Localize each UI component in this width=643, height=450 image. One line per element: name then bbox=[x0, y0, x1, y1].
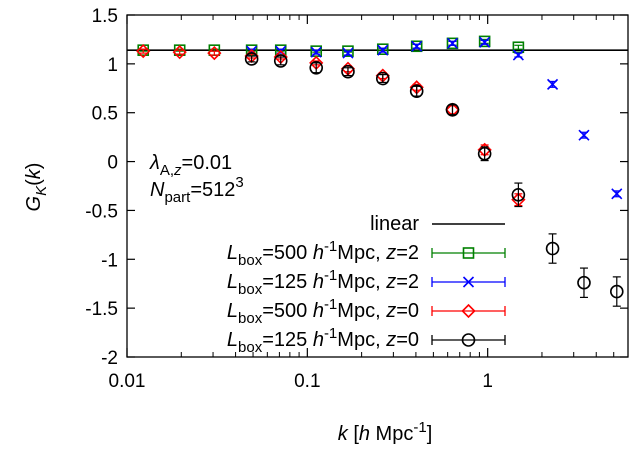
y-tick-label: 0 bbox=[107, 153, 118, 174]
black-circle-point bbox=[609, 284, 624, 299]
y-tick-label: 1 bbox=[107, 55, 118, 76]
green-square-point bbox=[512, 41, 525, 54]
x-tick-label: 0.1 bbox=[294, 371, 320, 392]
x-tick-label: 0.01 bbox=[109, 371, 146, 392]
black-circle-point bbox=[341, 64, 355, 79]
black-circle-point bbox=[244, 52, 259, 66]
blue-cross-point-b bbox=[377, 44, 389, 56]
plot-area bbox=[126, 14, 629, 358]
blue-cross-point-b bbox=[310, 46, 322, 58]
blue-cross-point bbox=[446, 37, 459, 49]
green-square-point bbox=[446, 37, 459, 50]
blue-cross-point bbox=[512, 49, 524, 61]
legend-label-red: Lbox=500 h-1Mpc, z=0 bbox=[227, 296, 419, 327]
blue-cross-point-b bbox=[446, 37, 459, 49]
green-square-point bbox=[376, 43, 389, 56]
y-axis-title: GK(k) bbox=[23, 163, 50, 212]
black-circle-point bbox=[545, 241, 560, 256]
black-circle-point bbox=[511, 187, 526, 202]
blue-cross-point-b bbox=[546, 78, 559, 90]
blue-cross-point bbox=[578, 129, 590, 141]
red-diamond-point bbox=[172, 45, 187, 60]
y-tick-label: 0.5 bbox=[92, 104, 118, 125]
red-diamond-point bbox=[136, 44, 151, 59]
legend-label-black: Lbox=125 h-1Mpc, z=0 bbox=[227, 325, 419, 356]
blue-cross-point bbox=[377, 44, 389, 56]
black-circle-point bbox=[273, 54, 288, 68]
black-circle-point bbox=[375, 71, 390, 86]
y-tick-label: -1 bbox=[101, 250, 118, 271]
legend-keys bbox=[431, 223, 506, 347]
blue-cross-point bbox=[611, 188, 623, 200]
legend-key-green-square bbox=[462, 247, 475, 259]
x-tick-label: 1 bbox=[482, 371, 493, 392]
y-tick-label: -1.5 bbox=[85, 299, 118, 320]
blue-cross-point-b bbox=[512, 49, 524, 61]
green-square-point bbox=[410, 40, 423, 53]
y-tick-label: 1.5 bbox=[92, 6, 118, 27]
legend-key-red-diamond bbox=[461, 303, 476, 319]
blue-cross-point-b bbox=[611, 188, 623, 200]
y-tick-label: -2 bbox=[101, 348, 118, 369]
gridlines-and-ticks bbox=[126, 14, 629, 358]
legend: linear Lbox=500 h-1Mpc, z=2 Lbox=125 h-1… bbox=[227, 213, 506, 356]
blue-cross-point-b bbox=[411, 40, 423, 52]
y-tick-label: -0.5 bbox=[85, 201, 118, 222]
black-circle-point bbox=[577, 275, 591, 290]
red-diamond-point bbox=[207, 45, 222, 61]
blue-cross-point bbox=[411, 40, 423, 52]
legend-label-blue: Lbox=125 h-1Mpc, z=2 bbox=[227, 267, 419, 298]
black-circle-point bbox=[445, 102, 460, 117]
legend-label-linear: linear bbox=[370, 213, 419, 235]
black-circle-point bbox=[409, 84, 424, 99]
blue-cross-point-b bbox=[479, 36, 491, 48]
legend-key-blue-cross bbox=[462, 276, 475, 288]
blue-cross-point-b bbox=[578, 129, 590, 141]
blue-cross-point bbox=[342, 47, 354, 59]
tick-labels: -2 -1.5 -1 -0.5 0 0.5 1 1.5 0.01 0.1 1 bbox=[85, 6, 493, 392]
annotation-lambda: λA,z=0.01 bbox=[149, 152, 232, 179]
x-axis-title: k [h Mpc-1] bbox=[338, 419, 433, 445]
blue-cross-point bbox=[310, 46, 322, 58]
black-circle-point bbox=[477, 146, 492, 161]
plot-frame bbox=[126, 14, 629, 358]
blue-cross-point bbox=[479, 36, 491, 48]
green-square-point bbox=[342, 45, 354, 57]
legend-label-green: Lbox=500 h-1Mpc, z=2 bbox=[227, 238, 419, 269]
legend-key-black-circle bbox=[461, 333, 476, 347]
black-circle-point bbox=[309, 60, 324, 75]
blue-cross-point bbox=[546, 78, 559, 90]
data-marks bbox=[127, 35, 628, 307]
legend-key-blue-cross-b bbox=[462, 276, 475, 288]
green-square-point bbox=[478, 35, 491, 48]
annotation-npart: Npart=5123 bbox=[150, 174, 244, 206]
blue-cross-point-b bbox=[342, 47, 354, 59]
